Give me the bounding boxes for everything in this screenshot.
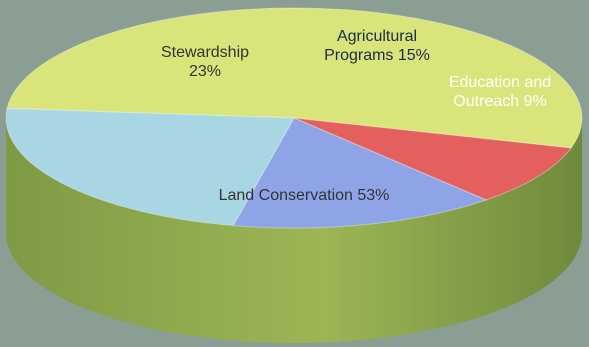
data-label-land-conservation: Land Conservation 53% bbox=[219, 187, 390, 204]
pie-slice-education-and-outreach bbox=[293, 117, 573, 201]
data-label-line: Programs 15% bbox=[324, 47, 430, 64]
data-label-education-and-outreach: Education and Outreach 9% bbox=[449, 74, 551, 110]
pie-side-wall bbox=[6, 118, 582, 343]
pie-slice-agricultural-programs bbox=[232, 117, 488, 229]
data-label-stewardship: Stewardship 23% bbox=[161, 44, 249, 80]
data-label-line: Stewardship bbox=[161, 44, 249, 61]
pie-slice-land-conservation bbox=[6, 7, 583, 149]
data-label-line: 23% bbox=[189, 63, 221, 80]
pie-slice-stewardship bbox=[5, 107, 295, 227]
data-label-line: Land Conservation 53% bbox=[219, 187, 390, 204]
data-label-line: Agricultural bbox=[337, 28, 417, 45]
data-label-line: Outreach 9% bbox=[453, 93, 546, 110]
data-label-line: Education and bbox=[449, 74, 551, 91]
data-label-agricultural-programs: Agricultural Programs 15% bbox=[324, 28, 430, 64]
